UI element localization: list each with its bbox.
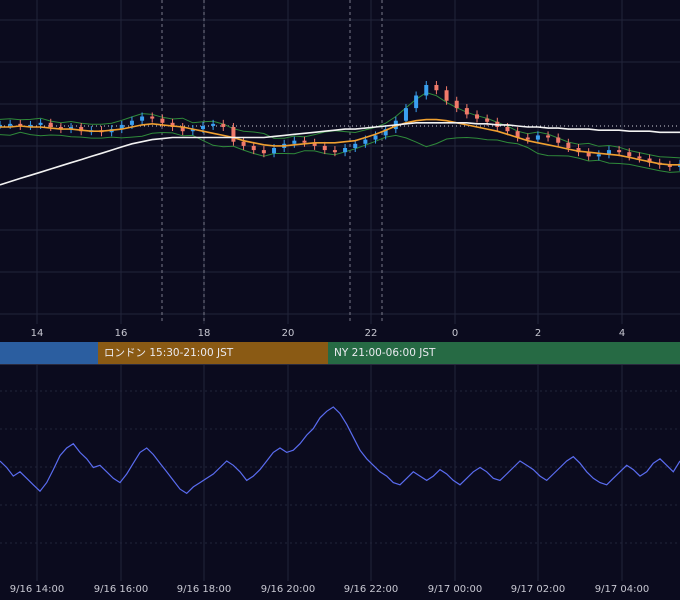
candle-body — [363, 139, 368, 144]
oscillator-pane[interactable] — [0, 364, 680, 581]
candle-body — [546, 135, 551, 138]
candle-body — [505, 127, 510, 132]
candle-body — [0, 124, 2, 127]
candle-body — [606, 150, 611, 155]
bollinger-upper — [0, 92, 680, 159]
candle-body — [69, 127, 74, 130]
candle-body — [434, 85, 439, 91]
candle-body — [414, 95, 419, 109]
candle-body — [190, 129, 195, 132]
candle-body — [667, 164, 672, 167]
candle-body — [444, 90, 449, 101]
candle-body — [18, 123, 23, 126]
candle-body — [627, 152, 632, 157]
candle-body — [637, 156, 642, 159]
datetime-tick-label: 9/16 18:00 — [176, 584, 232, 595]
candle-body — [241, 141, 246, 146]
candle-body — [58, 127, 63, 130]
datetime-tick-label: 9/17 04:00 — [594, 584, 650, 595]
oscillator-chart — [0, 365, 680, 581]
candle-body — [272, 148, 277, 154]
candle-body — [535, 135, 540, 140]
candle-body — [485, 118, 490, 122]
candle-body — [343, 148, 348, 153]
ma-short-line — [0, 118, 680, 166]
candle-body — [28, 124, 33, 127]
market-session-bar: ロンドン 15:30-21:00 JST NY 21:00-06:00 JST — [0, 342, 680, 364]
candle-body — [373, 135, 378, 140]
time-axis-datetime: 9/16 14:00 9/16 16:00 9/16 18:00 9/16 20:00… — [0, 580, 680, 600]
candle-body — [211, 123, 216, 126]
datetime-tick-label: 9/16 14:00 — [9, 584, 65, 595]
candle-body — [129, 120, 134, 125]
hour-tick-label: 18 — [197, 328, 211, 339]
candle-body — [403, 108, 408, 121]
candle-body — [464, 108, 469, 115]
candle-body — [119, 124, 124, 130]
candle-body — [556, 137, 561, 143]
candle-body — [38, 122, 43, 125]
candle-body — [140, 116, 145, 121]
candle-body — [515, 131, 520, 138]
hour-tick-label: 2 — [534, 328, 542, 339]
session-tokyo — [0, 342, 98, 364]
candle-body — [617, 150, 622, 153]
hour-tick-label: 0 — [451, 328, 459, 339]
bollinger-lower — [0, 131, 680, 173]
candlestick-chart — [0, 0, 680, 324]
candle-body — [160, 118, 165, 123]
candle-body — [200, 125, 205, 130]
candle-body — [251, 145, 256, 151]
candle-body — [647, 158, 652, 163]
candle-body — [312, 142, 317, 146]
ma-long-line — [0, 122, 680, 186]
candle-body — [170, 122, 175, 127]
candle-body — [292, 140, 297, 144]
candle-body — [576, 148, 581, 153]
datetime-tick-label: 9/16 20:00 — [260, 584, 316, 595]
candle-body — [454, 100, 459, 109]
candle-body — [566, 142, 571, 148]
candle-body — [332, 150, 337, 153]
candle-body — [231, 127, 236, 142]
session-london: ロンドン 15:30-21:00 JST — [98, 342, 328, 364]
candle-body — [586, 152, 591, 157]
datetime-tick-label: 9/16 22:00 — [343, 584, 399, 595]
hour-tick-label: 22 — [364, 328, 378, 339]
datetime-tick-label: 9/17 00:00 — [427, 584, 483, 595]
candle-body — [79, 127, 84, 132]
datetime-tick-label: 9/16 16:00 — [93, 584, 149, 595]
candle-body — [322, 145, 327, 151]
hour-tick-label: 16 — [114, 328, 128, 339]
candle-body — [180, 127, 185, 132]
candle-body — [48, 122, 53, 127]
datetime-tick-label: 9/17 02:00 — [510, 584, 566, 595]
hour-tick-label: 4 — [618, 328, 626, 339]
oscillator-line — [0, 406, 680, 495]
candle-body — [525, 137, 530, 140]
candle-body — [475, 114, 480, 119]
candle-body — [353, 143, 358, 148]
hour-tick-label: 14 — [30, 328, 44, 339]
candle-body — [302, 140, 307, 143]
candle-body — [261, 150, 266, 154]
hour-tick-label: 20 — [281, 328, 295, 339]
candle-body — [150, 116, 155, 119]
time-axis-hours: 14 16 18 20 22 0 2 4 — [0, 324, 680, 342]
session-ny: NY 21:00-06:00 JST — [328, 342, 680, 364]
price-chart-pane[interactable] — [0, 0, 680, 324]
candle-body — [8, 123, 13, 126]
candle-body — [596, 154, 601, 157]
candle-body — [221, 123, 226, 127]
candle-body — [424, 85, 429, 96]
candle-body — [383, 129, 388, 136]
